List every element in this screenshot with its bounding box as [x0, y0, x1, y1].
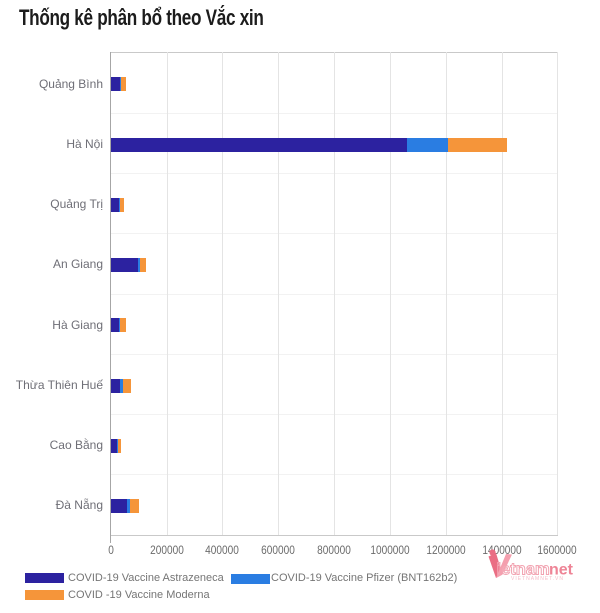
svg-text:ietnam: ietnam: [497, 561, 550, 579]
svg-text:VIETNAMNET.VN: VIETNAMNET.VN: [511, 576, 564, 582]
svg-text:net: net: [549, 562, 574, 579]
